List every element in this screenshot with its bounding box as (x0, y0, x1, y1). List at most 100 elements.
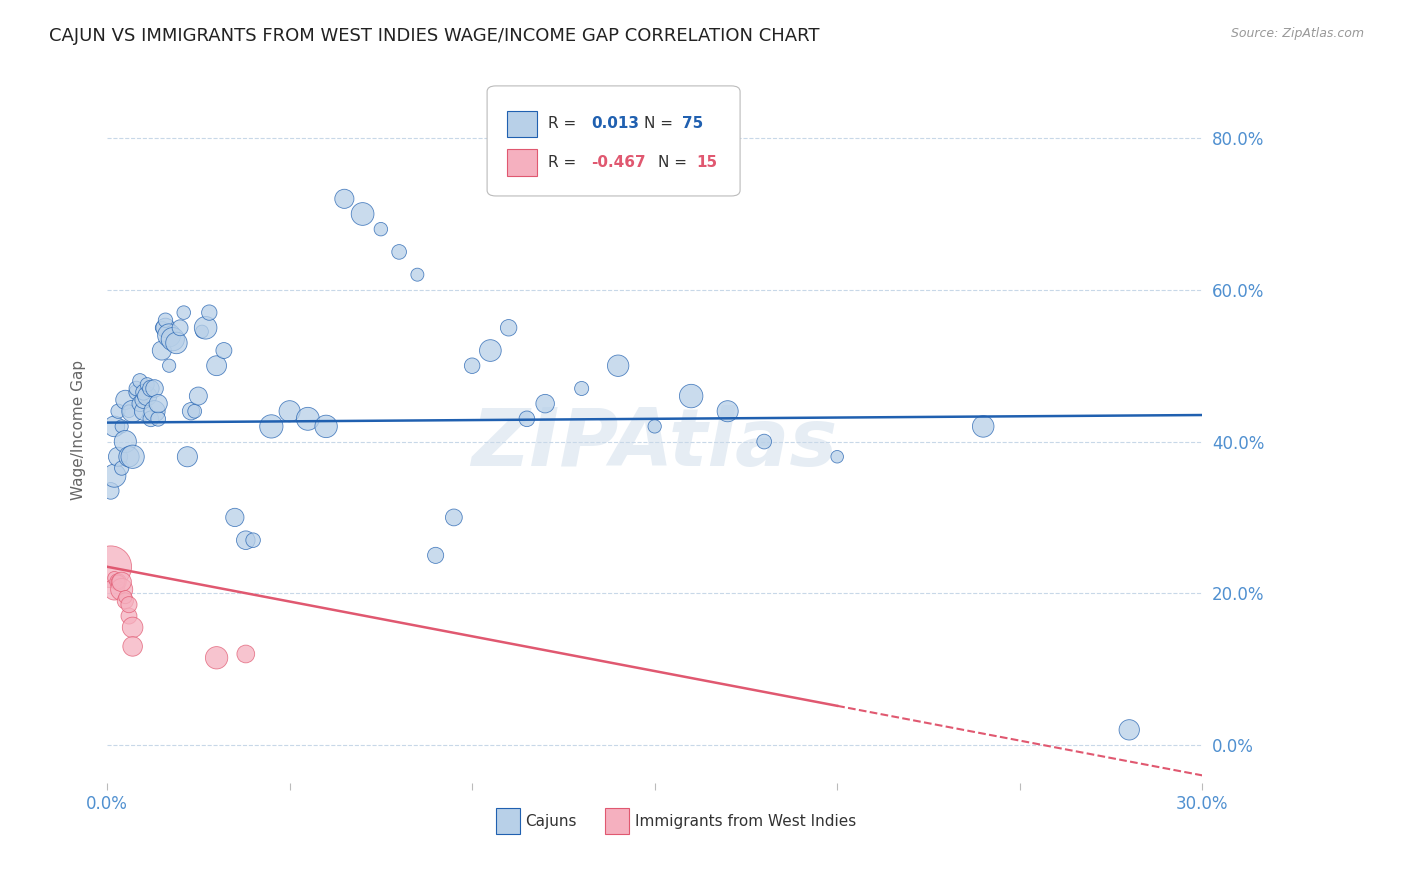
Point (198, 305, 221, 319)
Point (406, 268, 429, 282)
Point (297, 412, 319, 426)
Bar (506, 149, 537, 177)
Point (155, 313, 177, 327)
Point (260, 419, 283, 434)
Point (132, 392, 155, 407)
Text: 15: 15 (696, 154, 717, 169)
Point (150, 320, 173, 334)
Point (129, 397, 152, 411)
Point (103, 571, 125, 585)
Bar (606, 808, 630, 834)
Text: 0.013: 0.013 (591, 116, 640, 131)
Point (103, 419, 125, 434)
Point (425, 549, 447, 563)
Point (194, 320, 217, 334)
Point (103, 582, 125, 597)
Point (121, 404, 143, 418)
Point (118, 609, 141, 624)
Point (107, 404, 129, 418)
Point (157, 359, 180, 373)
Point (479, 343, 502, 358)
Point (100, 483, 122, 498)
Point (224, 510, 246, 524)
Point (125, 382, 148, 396)
Point (235, 647, 257, 661)
Text: R =: R = (548, 116, 576, 131)
Point (183, 404, 205, 418)
Point (644, 419, 666, 434)
Text: N =: N = (644, 116, 672, 131)
Point (121, 620, 143, 634)
Point (191, 325, 214, 339)
Point (754, 434, 776, 449)
Point (176, 450, 198, 464)
Point (571, 382, 593, 396)
Point (132, 385, 155, 400)
Point (129, 374, 152, 388)
Point (118, 404, 141, 418)
FancyBboxPatch shape (486, 86, 740, 196)
Point (516, 412, 538, 426)
Point (107, 574, 129, 589)
Point (111, 419, 134, 434)
Point (162, 332, 184, 346)
Point (235, 533, 257, 548)
Point (121, 640, 143, 654)
Text: -0.467: -0.467 (591, 154, 645, 169)
Point (103, 468, 125, 483)
Point (205, 359, 228, 373)
Text: Cajuns: Cajuns (526, 814, 576, 829)
Point (107, 450, 129, 464)
Point (114, 594, 136, 608)
Point (118, 450, 141, 464)
Point (111, 582, 134, 597)
Point (148, 397, 170, 411)
Point (717, 404, 740, 418)
Point (370, 222, 392, 236)
Text: N =: N = (658, 154, 688, 169)
Point (972, 419, 994, 434)
Point (143, 404, 166, 418)
Point (461, 359, 484, 373)
Point (132, 404, 155, 418)
Point (157, 328, 180, 343)
Point (242, 533, 264, 548)
Point (114, 392, 136, 407)
Point (136, 389, 159, 403)
Bar (496, 808, 520, 834)
Point (388, 244, 411, 259)
Point (155, 320, 177, 334)
Bar (506, 111, 537, 137)
Point (187, 389, 209, 403)
Point (111, 461, 134, 475)
Point (681, 389, 703, 403)
Point (315, 419, 337, 434)
Point (1118, 723, 1140, 737)
Point (443, 510, 465, 524)
Point (212, 343, 235, 358)
Point (136, 377, 159, 392)
Point (114, 590, 136, 604)
Point (125, 385, 148, 400)
Point (180, 404, 202, 418)
Text: Immigrants from West Indies: Immigrants from West Indies (636, 814, 856, 829)
Point (165, 335, 187, 350)
Point (278, 404, 301, 418)
Point (169, 320, 191, 334)
Point (143, 382, 166, 396)
Point (111, 574, 134, 589)
Point (333, 192, 356, 206)
Point (825, 450, 848, 464)
Text: CAJUN VS IMMIGRANTS FROM WEST INDIES WAGE/INCOME GAP CORRELATION CHART: CAJUN VS IMMIGRANTS FROM WEST INDIES WAG… (49, 27, 820, 45)
Text: R =: R = (548, 154, 576, 169)
Point (498, 320, 520, 334)
Y-axis label: Wage/Income Gap: Wage/Income Gap (72, 360, 86, 500)
Point (173, 305, 195, 319)
Point (121, 450, 143, 464)
Point (534, 397, 557, 411)
Point (107, 574, 129, 589)
Point (114, 434, 136, 449)
Point (139, 382, 162, 396)
Point (205, 650, 228, 665)
Point (100, 559, 122, 574)
